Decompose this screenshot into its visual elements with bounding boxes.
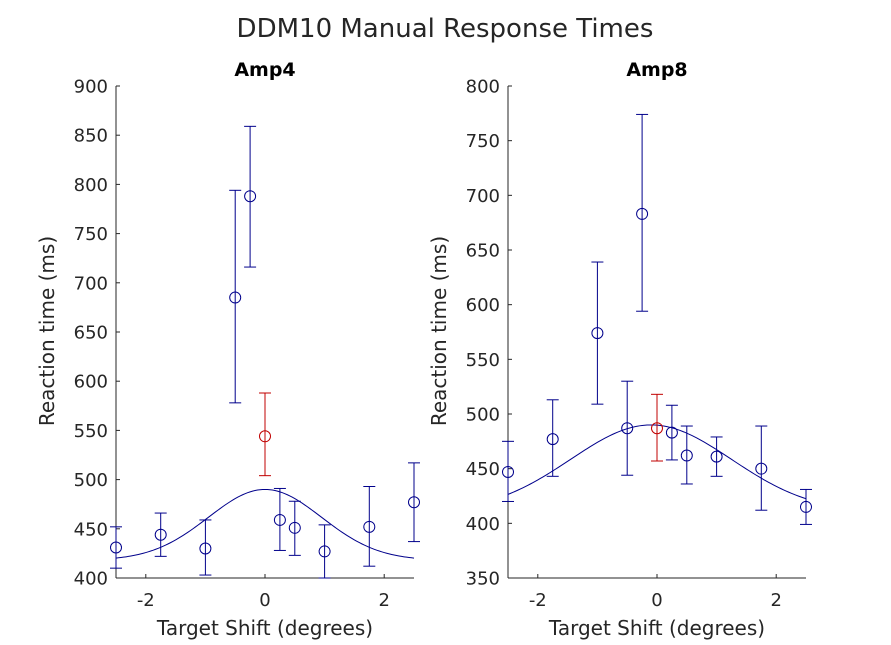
y-tick-label: 400 bbox=[466, 514, 500, 535]
y-tick-label: 350 bbox=[466, 569, 500, 590]
data-point bbox=[318, 524, 331, 579]
data-marker bbox=[244, 190, 257, 203]
data-point bbox=[800, 488, 812, 525]
y-axis-label: Reaction time (ms) bbox=[35, 236, 59, 426]
y-tick-label: 600 bbox=[466, 295, 500, 316]
data-point bbox=[259, 392, 271, 477]
data-marker bbox=[755, 462, 768, 475]
axes: 400 450 500 550 600 650 700 750 800 850 900 -2 0 2 bbox=[74, 77, 414, 611]
data-point bbox=[546, 399, 559, 477]
x-axis-label: Target Shift (degrees) bbox=[156, 616, 373, 640]
data-point bbox=[710, 436, 723, 477]
data-point bbox=[363, 485, 376, 567]
y-tick-label: 400 bbox=[74, 569, 108, 590]
data-point bbox=[244, 125, 257, 268]
data-point bbox=[621, 380, 634, 476]
data-point bbox=[408, 462, 420, 543]
y-tick-label: 700 bbox=[466, 186, 500, 207]
data-marker bbox=[636, 207, 649, 220]
data-marker bbox=[621, 422, 634, 435]
data-marker bbox=[229, 291, 242, 304]
data-marker bbox=[110, 541, 122, 554]
y-tick-label: 500 bbox=[74, 470, 108, 491]
y-tick-label: 900 bbox=[74, 77, 108, 98]
y-axis-label: Reaction time (ms) bbox=[427, 236, 451, 426]
y-tick-label: 600 bbox=[74, 372, 108, 393]
y-tick-label: 550 bbox=[74, 421, 108, 442]
data-point bbox=[199, 519, 212, 576]
x-axis-label: Target Shift (degrees) bbox=[548, 616, 765, 640]
data-marks bbox=[502, 113, 812, 525]
data-point bbox=[110, 526, 122, 569]
data-marker bbox=[199, 542, 212, 555]
data-marker bbox=[502, 465, 514, 478]
data-point bbox=[273, 487, 286, 551]
data-point bbox=[229, 189, 242, 404]
x-tick-label: -2 bbox=[529, 590, 547, 611]
data-marker bbox=[408, 496, 420, 509]
y-tick-label: 700 bbox=[74, 273, 108, 294]
panel-title: Amp4 bbox=[234, 59, 295, 81]
y-tick-label: 750 bbox=[466, 131, 500, 152]
data-marker bbox=[288, 521, 301, 534]
y-tick-label: 650 bbox=[466, 241, 500, 262]
data-point bbox=[680, 425, 693, 485]
y-tick-label: 650 bbox=[74, 323, 108, 344]
axes: 350 400 450 500 550 600 650 700 750 800 -2 0 2 bbox=[466, 77, 806, 611]
data-marker bbox=[591, 327, 604, 340]
data-marker bbox=[651, 422, 663, 435]
data-marker bbox=[318, 545, 331, 558]
y-tick-label: 550 bbox=[466, 350, 500, 371]
x-tick-label: 2 bbox=[378, 590, 389, 611]
panel-title: Amp8 bbox=[626, 59, 687, 81]
data-point bbox=[636, 113, 649, 312]
data-point bbox=[665, 404, 678, 461]
y-tick-label: 450 bbox=[466, 459, 500, 480]
data-marker bbox=[710, 450, 723, 463]
data-point bbox=[755, 425, 768, 511]
x-tick-label: 2 bbox=[770, 590, 781, 611]
y-tick-label: 800 bbox=[466, 77, 500, 98]
data-point bbox=[288, 500, 301, 556]
y-tick-label: 450 bbox=[74, 519, 108, 540]
data-marker bbox=[154, 528, 167, 541]
y-tick-label: 850 bbox=[74, 126, 108, 147]
y-tick-label: 800 bbox=[74, 175, 108, 196]
fit-curve bbox=[115, 488, 415, 559]
data-marker bbox=[273, 513, 286, 526]
data-marker bbox=[546, 433, 559, 446]
data-marker bbox=[665, 426, 678, 439]
data-marker bbox=[680, 449, 693, 462]
panel-amp4: Amp4 400 450 500 550 600 650 700 750 800 850 900 -2… bbox=[35, 59, 420, 640]
data-point bbox=[502, 440, 514, 502]
x-tick-label: 0 bbox=[651, 590, 662, 611]
data-marker bbox=[363, 520, 376, 533]
y-tick-label: 750 bbox=[74, 224, 108, 245]
data-point bbox=[154, 512, 167, 557]
x-tick-label: 0 bbox=[259, 590, 270, 611]
data-marks bbox=[110, 125, 420, 579]
data-marker bbox=[259, 430, 271, 443]
data-point bbox=[651, 393, 663, 462]
figure-title: DDM10 Manual Response Times bbox=[237, 14, 654, 44]
data-marker bbox=[800, 500, 812, 513]
x-tick-label: -2 bbox=[137, 590, 155, 611]
y-tick-label: 500 bbox=[466, 405, 500, 426]
data-point bbox=[591, 261, 604, 405]
